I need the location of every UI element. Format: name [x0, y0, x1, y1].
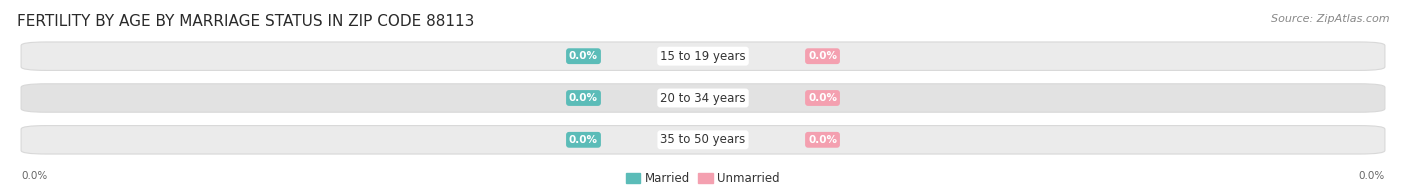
Text: 0.0%: 0.0%	[1358, 171, 1385, 181]
Text: 0.0%: 0.0%	[21, 171, 48, 181]
Text: 0.0%: 0.0%	[808, 135, 837, 145]
Text: 0.0%: 0.0%	[569, 51, 598, 61]
Text: 0.0%: 0.0%	[808, 93, 837, 103]
FancyBboxPatch shape	[21, 84, 1385, 112]
Text: 0.0%: 0.0%	[569, 93, 598, 103]
FancyBboxPatch shape	[21, 42, 1385, 70]
Text: 0.0%: 0.0%	[808, 51, 837, 61]
FancyBboxPatch shape	[21, 126, 1385, 154]
Text: FERTILITY BY AGE BY MARRIAGE STATUS IN ZIP CODE 88113: FERTILITY BY AGE BY MARRIAGE STATUS IN Z…	[17, 14, 474, 29]
Text: 20 to 34 years: 20 to 34 years	[661, 92, 745, 104]
Text: Source: ZipAtlas.com: Source: ZipAtlas.com	[1271, 14, 1389, 24]
Text: 0.0%: 0.0%	[569, 135, 598, 145]
Text: 35 to 50 years: 35 to 50 years	[661, 133, 745, 146]
Legend: Married, Unmarried: Married, Unmarried	[621, 168, 785, 190]
Text: 15 to 19 years: 15 to 19 years	[661, 50, 745, 63]
